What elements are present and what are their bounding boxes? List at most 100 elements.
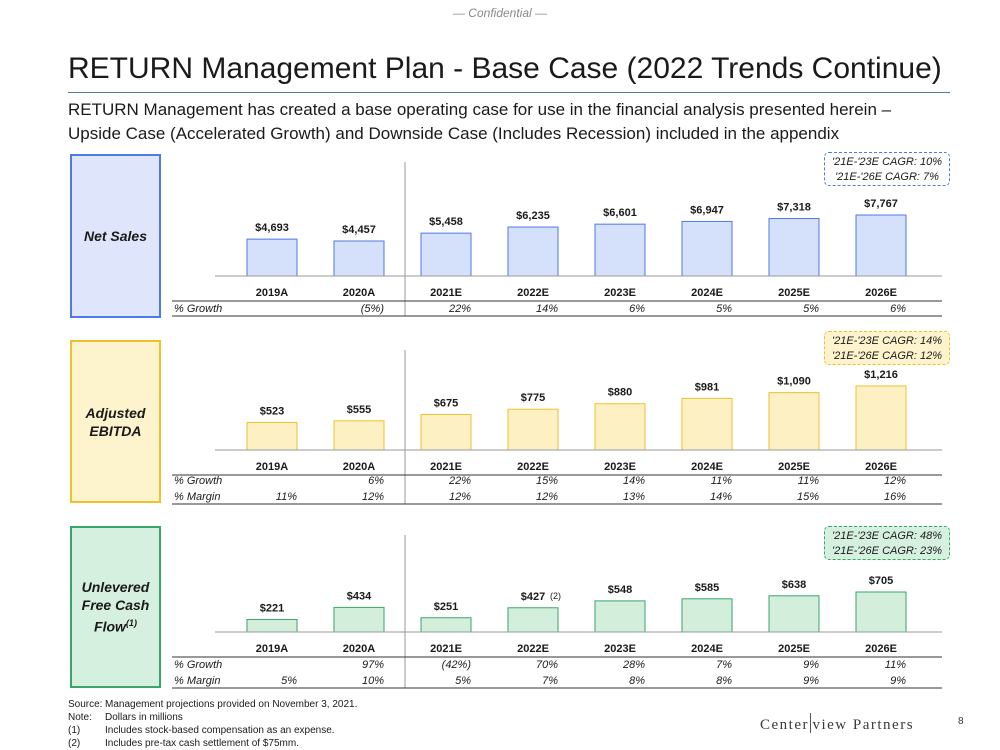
row-value: 22% <box>448 303 471 315</box>
data-label: $6,235 <box>516 210 550 222</box>
net-sales-cagr-box: '21E-'23E CAGR: 10% '21E-'26E CAGR: 7% <box>824 152 950 186</box>
tick-label: 2021E <box>430 287 462 299</box>
data-label: $548 <box>608 584 632 596</box>
row-value: 16% <box>884 491 906 503</box>
bar <box>420 617 472 633</box>
ebitda-cagr-box: '21E-'23E CAGR: 14% '21E-'26E CAGR: 12% <box>824 331 950 365</box>
fcf-cagr-box: '21E-'23E CAGR: 48% '21E-'26E CAGR: 23% <box>824 526 950 560</box>
row-value: (5%) <box>361 303 385 315</box>
row-value: 14% <box>623 475 645 487</box>
footnote-text: Dollars in millions <box>105 712 183 723</box>
row-value: 11% <box>885 659 906 671</box>
cagr-line: '21E-'26E CAGR: 7% <box>835 171 939 183</box>
fcf-label-footnote: (1) <box>125 618 137 629</box>
data-label: $1,090 <box>777 376 811 388</box>
data-label: $251 <box>434 601 458 613</box>
data-label: $1,216 <box>864 369 898 381</box>
bar <box>855 591 907 633</box>
row-value: 9% <box>890 675 906 687</box>
data-label: $221 <box>260 602 284 614</box>
footnote-text: Includes stock-based compensation as an … <box>105 725 335 736</box>
row-value: 97% <box>362 659 384 671</box>
bar <box>594 223 646 277</box>
tick-label: 2020A <box>343 643 375 655</box>
tick-label: 2025E <box>778 461 810 473</box>
net-sales-label-box: Net Sales <box>70 154 161 318</box>
cagr-line: '21E-'23E CAGR: 48% <box>832 530 942 542</box>
row-value: 22% <box>448 475 471 487</box>
centerview-logo: Center view Partners <box>760 713 914 734</box>
row-value: 7% <box>716 659 732 671</box>
row-value: 5% <box>281 675 297 687</box>
tick-label: 2019A <box>256 287 288 299</box>
data-label: $775 <box>521 392 545 404</box>
row-value: 15% <box>797 491 819 503</box>
row-value: 15% <box>536 475 558 487</box>
row-label: % Margin <box>174 675 220 687</box>
tick-label: 2025E <box>778 643 810 655</box>
bar <box>507 226 559 277</box>
footnote-text: Management projections provided on Novem… <box>105 699 358 710</box>
bar <box>507 607 559 633</box>
data-label: $981 <box>695 381 719 393</box>
page-number: 8 <box>958 716 964 727</box>
data-label: $705 <box>869 575 893 587</box>
logo-text-left: Center <box>760 717 809 733</box>
bar <box>246 421 298 451</box>
title-divider <box>68 92 950 93</box>
bar <box>333 240 385 277</box>
data-label: $427 <box>521 591 545 603</box>
tick-label: 2024E <box>691 287 723 299</box>
bar <box>420 232 472 277</box>
bar <box>333 420 385 451</box>
bar <box>594 600 646 633</box>
footnote-2: (2) Includes pre-tax cash settlement of $… <box>68 737 357 750</box>
row-value: 6% <box>368 475 384 487</box>
net-sales-label: Net Sales <box>83 228 148 244</box>
fcf-label-line1: Unlevered <box>81 579 150 596</box>
data-label: $585 <box>695 582 719 594</box>
page-title: RETURN Management Plan - Base Case (2022… <box>68 52 942 85</box>
row-value: 11% <box>711 475 732 487</box>
tick-label: 2024E <box>691 643 723 655</box>
bar <box>681 397 733 451</box>
tick-label: 2025E <box>778 287 810 299</box>
footnote-note: Note: Dollars in millions <box>68 711 357 724</box>
data-label: $6,947 <box>690 204 724 216</box>
row-value: (42%) <box>442 659 472 671</box>
data-label: $6,601 <box>603 207 637 219</box>
row-value: 12% <box>362 491 384 503</box>
data-label-footnote: (2) <box>550 591 561 601</box>
footnote-tag: (1) <box>68 725 81 736</box>
bar <box>507 408 559 451</box>
bar <box>681 220 733 277</box>
bar <box>768 218 820 277</box>
data-label: $638 <box>782 579 806 591</box>
tick-label: 2019A <box>256 461 288 473</box>
footnote-tag: Note: <box>68 712 92 723</box>
row-value: 6% <box>629 303 645 315</box>
cagr-line: '21E-'26E CAGR: 12% <box>832 350 942 362</box>
data-label: $555 <box>347 404 371 416</box>
data-label: $675 <box>434 397 458 409</box>
tick-label: 2026E <box>865 643 897 655</box>
row-value: 9% <box>803 659 819 671</box>
tick-label: 2022E <box>517 643 549 655</box>
row-value: 11% <box>798 475 819 487</box>
cagr-line: '21E-'23E CAGR: 14% <box>832 335 942 347</box>
tick-label: 2020A <box>343 461 375 473</box>
data-label: $7,767 <box>864 198 898 210</box>
confidential-label: — Confidential — <box>452 6 548 20</box>
row-value: 5% <box>716 303 732 315</box>
data-label: $7,318 <box>777 202 811 214</box>
tick-label: 2022E <box>517 287 549 299</box>
fcf-label-box: Unlevered Free Cash Flow(1) <box>70 526 161 688</box>
bar <box>246 618 298 633</box>
logo-text-right: view Partners <box>812 717 915 733</box>
tick-label: 2024E <box>691 461 723 473</box>
ebitda-label-line1: Adjusted <box>85 404 146 421</box>
bar <box>246 238 298 277</box>
footnotes: Source: Management projections provided o… <box>68 698 357 750</box>
data-label: $523 <box>260 405 284 417</box>
